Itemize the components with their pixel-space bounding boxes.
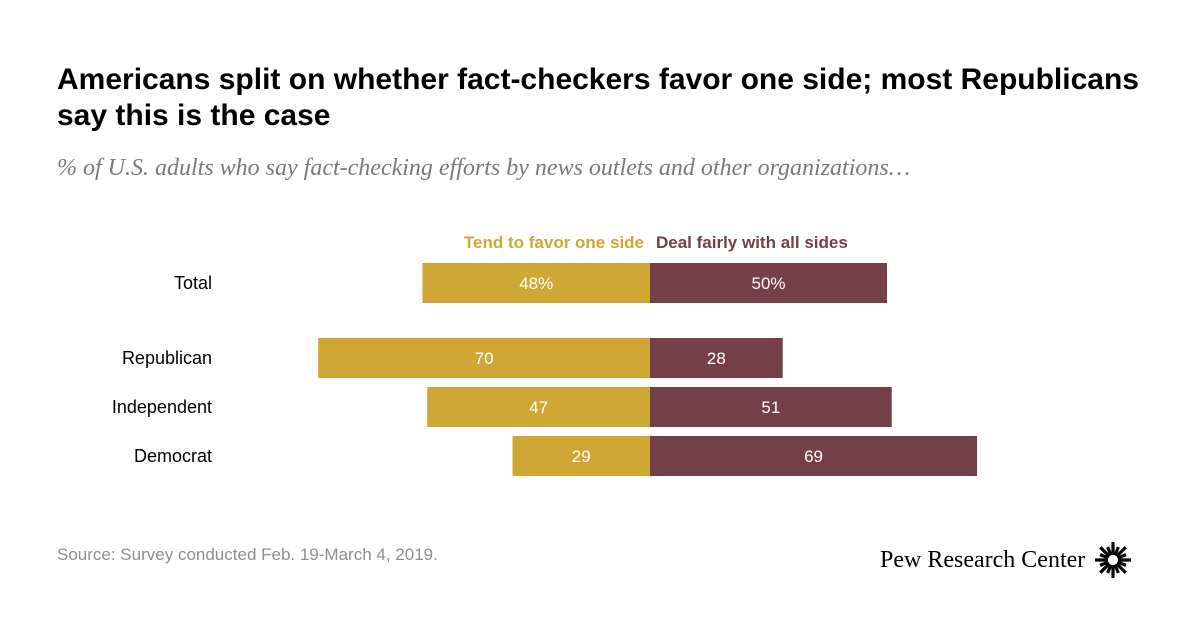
value-label-fair-independent: 51 (761, 398, 780, 417)
bar-fair-democrat (650, 436, 978, 476)
bar-fair-independent (650, 387, 892, 427)
sunburst-ray (1099, 546, 1111, 558)
bar-fair-republican (650, 338, 783, 378)
sunburst-ray (1106, 564, 1113, 574)
sunburst-ray (1099, 560, 1110, 567)
bar-fair-total (650, 263, 887, 303)
bar-favor-total (422, 263, 650, 303)
sunburst-icon (1095, 542, 1132, 578)
bar-favor-democrat (512, 436, 650, 476)
category-label-independent: Independent (112, 397, 212, 417)
chart-rows: Total 48% 50% Republican 70 28 Independent 47 51… (112, 263, 978, 476)
chart-subtitle: % of U.S. adults who say fact-checking e… (57, 155, 911, 181)
sunburst-ray (1106, 546, 1113, 556)
bar-favor-independent (427, 387, 650, 427)
value-label-favor-democrat: 29 (572, 447, 591, 466)
legend-label-deal-fairly: Deal fairly with all sides (656, 233, 848, 252)
legend-label-favor-one-side: Tend to favor one side (464, 233, 644, 252)
sunburst-ray (1117, 553, 1127, 560)
category-label-total: Total (174, 273, 212, 293)
chart-title: Americans split on whether fact-checkers… (57, 63, 1139, 132)
brand-name: Pew Research Center (880, 546, 1086, 573)
value-label-fair-democrat: 69 (804, 447, 823, 466)
value-label-fair-republican: 28 (707, 349, 726, 368)
value-label-favor-independent: 47 (529, 398, 548, 417)
diverging-bar-chart: Tend to favor one side Deal fairly with a… (112, 233, 978, 476)
sunburst-ray (1113, 546, 1121, 556)
pew-logo: Pew Research Center (880, 540, 1133, 580)
sunburst-ray (1115, 562, 1128, 574)
sunburst-ray (1099, 562, 1111, 574)
sunburst-ray (1117, 560, 1127, 567)
value-label-fair-total: 50% (751, 274, 785, 293)
source-note: Source: Survey conducted Feb. 19-March 4… (57, 545, 438, 564)
category-label-republican: Republican (122, 348, 212, 368)
sunburst-ray (1099, 553, 1110, 560)
value-label-favor-total: 48% (519, 274, 553, 293)
category-label-democrat: Democrat (134, 446, 212, 466)
bar-favor-republican (318, 338, 650, 378)
chart-legend: Tend to favor one side Deal fairly with a… (464, 233, 848, 252)
sunburst-ray (1115, 546, 1128, 558)
sunburst-ray (1113, 564, 1121, 574)
value-label-favor-republican: 70 (475, 349, 494, 368)
